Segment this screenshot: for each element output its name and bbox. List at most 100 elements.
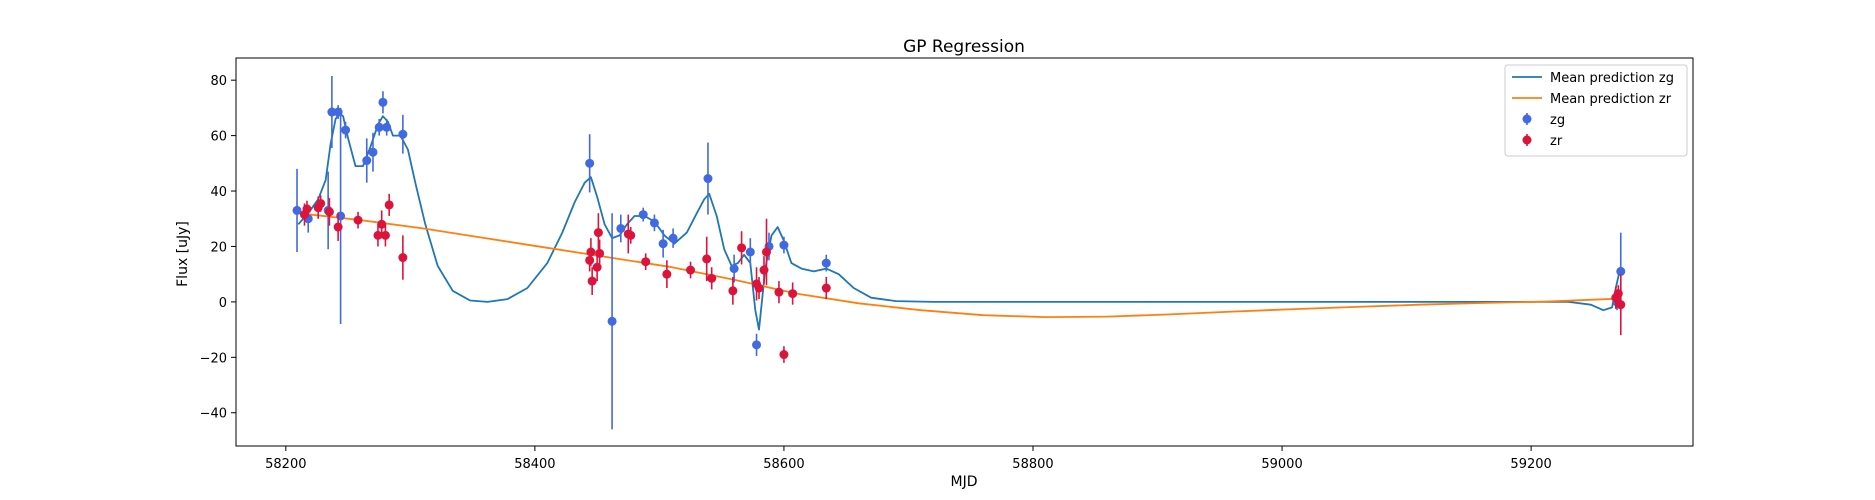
data-point-zr <box>595 239 605 268</box>
data-point-zr <box>373 224 383 247</box>
marker <box>737 243 747 253</box>
marker <box>686 265 696 275</box>
data-point-zr <box>761 218 771 286</box>
data-point-zg <box>398 114 408 154</box>
x-tick-label: 58800 <box>1012 457 1053 472</box>
data-point-zg <box>649 214 659 232</box>
marker <box>702 254 712 264</box>
marker <box>779 350 789 360</box>
data-point-zr <box>707 267 717 290</box>
y-tick-label: 80 <box>210 74 227 89</box>
plot-area-frame <box>235 57 1694 447</box>
marker <box>593 228 603 238</box>
legend-label: Mean prediction zr <box>1550 92 1672 107</box>
data-point-zr <box>754 276 764 300</box>
marker <box>324 207 334 217</box>
marker <box>586 247 596 257</box>
legend-item: zr <box>1522 134 1563 149</box>
marker <box>292 205 302 215</box>
data-point-zr <box>774 281 784 304</box>
legend-box <box>1504 64 1688 157</box>
marker <box>779 240 789 250</box>
observation-points <box>292 76 1626 430</box>
data-point-zg <box>585 134 595 193</box>
marker <box>327 107 337 117</box>
data-point-zg <box>607 213 617 430</box>
data-point-zg <box>374 118 384 136</box>
data-point-zg <box>658 229 668 258</box>
marker <box>382 122 392 132</box>
chart-title: GP Regression <box>903 37 1025 57</box>
data-point-zr <box>398 235 408 280</box>
marker <box>373 230 383 240</box>
x-tick-label: 59000 <box>1261 457 1302 472</box>
data-point-zg <box>368 132 378 172</box>
data-point-zr <box>788 282 798 305</box>
marker <box>707 273 717 283</box>
legend-marker-swatch <box>1522 114 1532 124</box>
data-point-zg <box>638 207 648 222</box>
x-tick-label: 59200 <box>1510 457 1551 472</box>
data-point-zg <box>616 214 626 243</box>
legend-item: Mean prediction zg <box>1512 71 1674 86</box>
marker <box>641 257 651 267</box>
marker <box>774 287 784 297</box>
marker <box>649 218 659 228</box>
data-point-zr <box>587 267 597 295</box>
marker <box>398 129 408 139</box>
marker <box>729 264 739 274</box>
data-point-zr <box>380 224 390 247</box>
marker <box>585 255 595 265</box>
marker <box>821 283 831 293</box>
marker <box>1616 300 1626 310</box>
prediction-lines <box>297 112 1621 331</box>
data-point-zr <box>728 276 738 305</box>
marker <box>380 230 390 240</box>
marker <box>398 253 408 263</box>
data-point-zg <box>362 138 372 183</box>
data-point-zg <box>668 228 678 248</box>
marker <box>1616 266 1626 276</box>
y-axis-label: Flux [uJy] <box>175 221 191 287</box>
data-point-zr <box>324 197 334 226</box>
y-tick-label: −20 <box>200 351 227 366</box>
marker <box>378 97 388 107</box>
data-point-zr <box>1616 274 1626 336</box>
legend: Mean prediction zg Mean prediction zr zg zr <box>1504 64 1688 157</box>
marker <box>585 158 595 168</box>
data-point-zr <box>737 231 747 265</box>
marker <box>754 283 764 293</box>
marker <box>353 215 363 225</box>
data-point-zg <box>292 168 302 252</box>
data-point-zg <box>729 254 739 283</box>
data-point-zr <box>626 227 636 244</box>
marker <box>745 247 755 257</box>
marker <box>626 230 636 240</box>
data-point-zg <box>745 238 755 266</box>
data-point-zg <box>382 118 392 136</box>
marker <box>821 258 831 268</box>
data-point-zr <box>702 236 712 282</box>
data-point-zg <box>341 121 351 139</box>
data-point-zr <box>821 276 831 300</box>
marker <box>302 204 312 214</box>
marker <box>668 233 678 243</box>
x-tick-label: 58600 <box>763 457 804 472</box>
mean-prediction-line <box>298 212 1619 318</box>
legend-label: zg <box>1550 113 1565 128</box>
legend-marker-swatch <box>1522 135 1532 145</box>
data-point-zr <box>779 346 789 363</box>
data-point-zr <box>333 213 343 241</box>
marker <box>368 147 378 157</box>
marker <box>752 340 762 350</box>
marker <box>377 219 387 229</box>
x-axis-label: MJD <box>951 474 978 490</box>
data-point-zg <box>703 142 713 215</box>
y-tick-label: 20 <box>210 240 227 255</box>
marker <box>607 316 617 326</box>
marker <box>658 239 668 249</box>
y-tick-label: 40 <box>210 185 227 200</box>
data-point-zg <box>821 254 831 272</box>
x-tick-label: 58200 <box>265 457 306 472</box>
